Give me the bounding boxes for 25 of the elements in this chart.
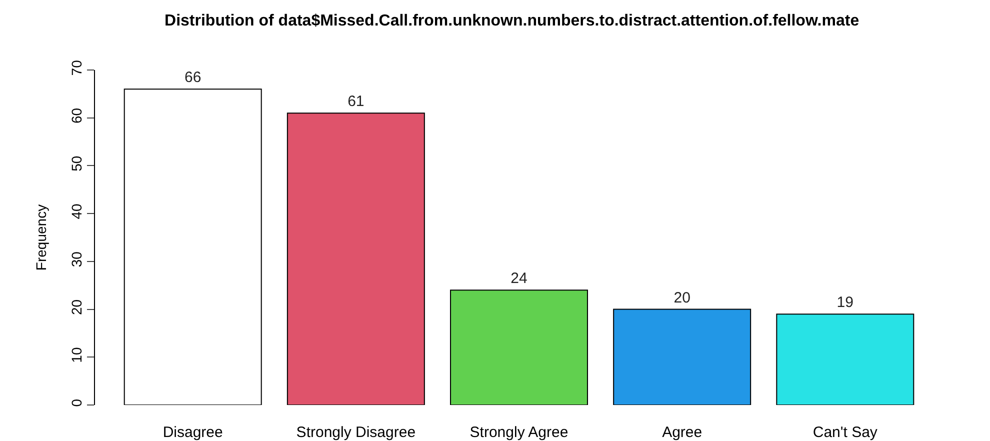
data-label: 61 [348,93,364,110]
x-tick-label: Disagree [162,424,223,441]
y-tick-label: 50 [68,156,84,172]
x-tick-label: Strongly Agree [470,424,568,441]
y-tick-label: 40 [68,203,84,220]
data-label: 66 [184,69,202,86]
y-tick-label: 10 [68,347,84,363]
bar [613,308,752,405]
x-tick-label: Strongly Disagree [296,424,416,441]
y-tick-label: 30 [68,251,84,268]
x-tick-label: Agree [662,424,702,441]
y-tick-label: 0 [68,398,84,407]
data-label: 19 [836,294,854,312]
bar [124,88,262,405]
y-axis-title: Frequency [33,204,49,271]
data-label: 20 [674,289,690,306]
y-tick-label: 70 [68,60,84,76]
bar [776,314,914,405]
data-label: 24 [510,270,528,288]
x-tick-label: Can't Say [812,424,878,441]
y-tick-label: 20 [68,299,84,315]
y-tick-label: 60 [68,108,84,124]
chart-title: Distribution of data$Missed.Call.from.unknown.numbers.to.distract.attention.of.fellow.mate [164,12,860,30]
bar [286,112,425,405]
bar [450,290,588,405]
